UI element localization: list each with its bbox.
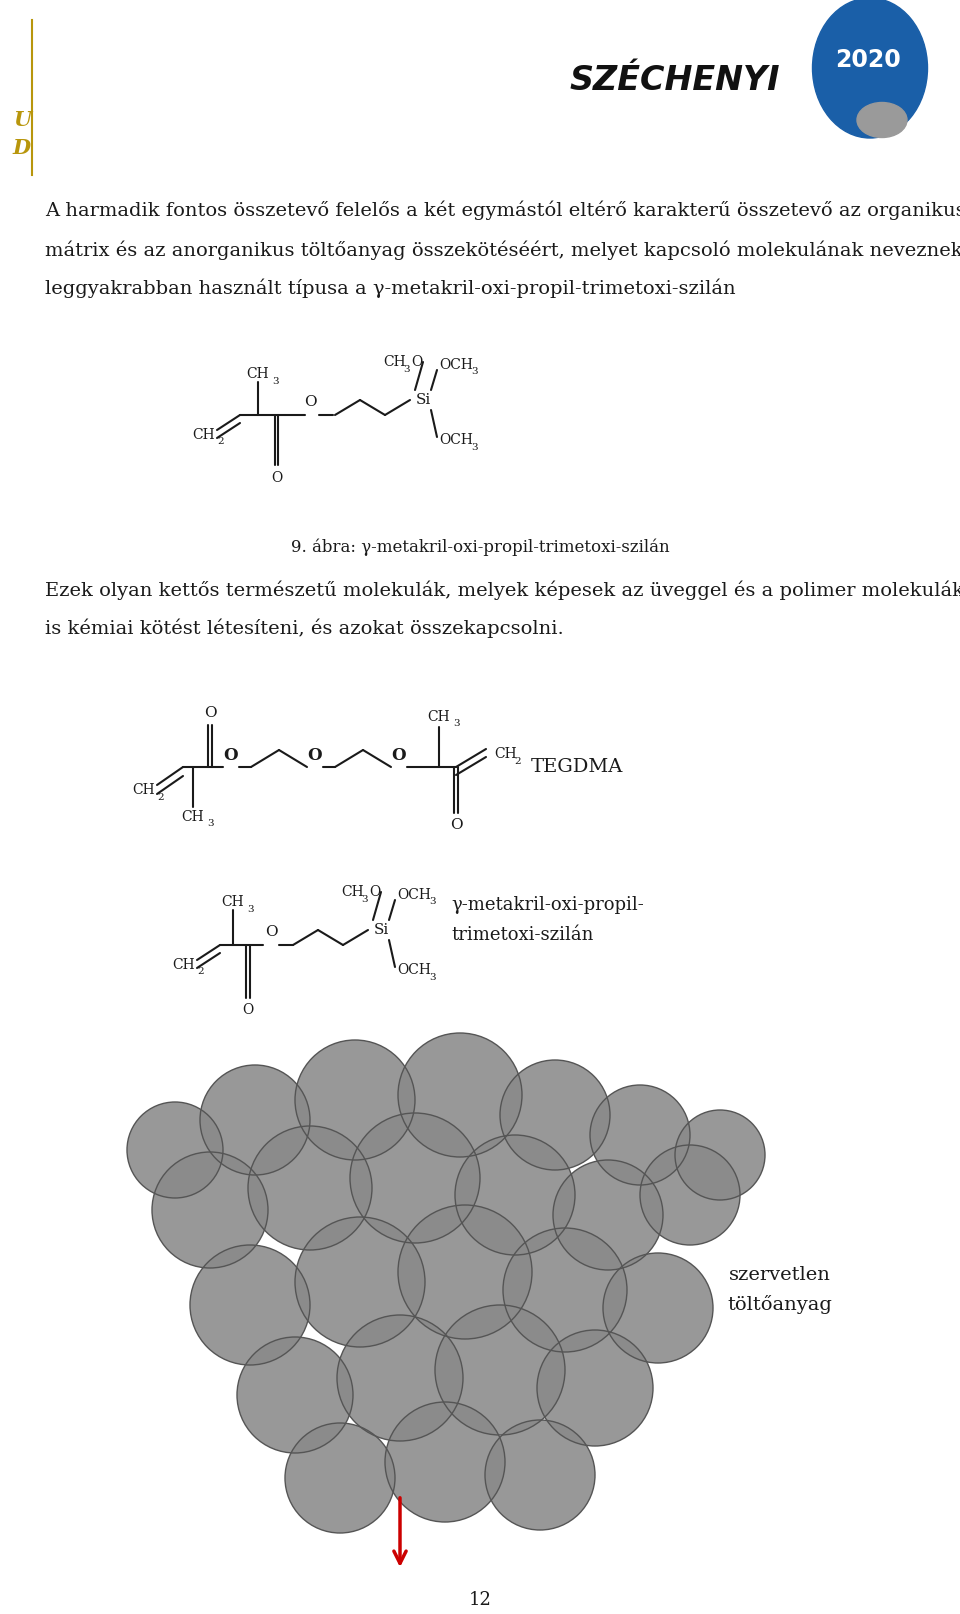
Text: CH: CH <box>222 896 244 909</box>
Text: 3: 3 <box>471 368 478 376</box>
Text: 3: 3 <box>272 376 278 386</box>
Text: 2: 2 <box>157 792 163 802</box>
Circle shape <box>435 1306 565 1435</box>
Text: Ezek olyan kettős természetű molekulák, melyek képesek az üveggel és a polimer m: Ezek olyan kettős természetű molekulák, … <box>45 579 960 599</box>
Circle shape <box>285 1424 395 1533</box>
Circle shape <box>553 1160 663 1270</box>
Circle shape <box>590 1085 690 1185</box>
Text: CH: CH <box>247 366 270 381</box>
Ellipse shape <box>812 0 927 139</box>
Text: 2: 2 <box>217 437 224 447</box>
Circle shape <box>537 1330 653 1446</box>
Circle shape <box>485 1420 595 1530</box>
Text: D: D <box>12 139 31 158</box>
Circle shape <box>295 1039 415 1160</box>
Circle shape <box>640 1144 740 1244</box>
Text: CH: CH <box>181 810 204 825</box>
Text: O: O <box>392 747 406 763</box>
Text: Si: Si <box>373 923 389 938</box>
Text: O: O <box>224 747 238 763</box>
Text: is kémiai kötést létesíteni, és azokat összekapcsolni.: is kémiai kötést létesíteni, és azokat ö… <box>45 618 564 638</box>
Text: CH: CH <box>341 884 364 899</box>
Text: O: O <box>308 747 323 763</box>
Text: CH: CH <box>383 355 406 370</box>
Text: O: O <box>449 818 463 831</box>
Text: 3: 3 <box>361 894 368 904</box>
Text: 2: 2 <box>197 967 204 976</box>
Text: mátrix és az anorganikus töltőanyag összekötéséért, melyet kapcsoló molekulának : mátrix és az anorganikus töltőanyag össz… <box>45 240 960 260</box>
Circle shape <box>675 1110 765 1199</box>
Circle shape <box>248 1127 372 1249</box>
Circle shape <box>237 1336 353 1453</box>
Text: O: O <box>303 395 316 408</box>
Circle shape <box>350 1114 480 1243</box>
Text: O: O <box>265 925 277 939</box>
Text: γ-metakril-oxi-propil-
trimetoxi-szilán: γ-metakril-oxi-propil- trimetoxi-szilán <box>451 896 644 944</box>
Text: U: U <box>12 110 31 131</box>
Text: O: O <box>242 1002 253 1017</box>
Text: leggyakrabban használt típusa a γ-metakril-oxi-propil-trimetoxi-szilán: leggyakrabban használt típusa a γ-metakr… <box>45 278 735 297</box>
Circle shape <box>398 1033 522 1157</box>
Text: 3: 3 <box>453 720 460 728</box>
Circle shape <box>152 1152 268 1269</box>
Ellipse shape <box>857 103 907 137</box>
Circle shape <box>503 1228 627 1353</box>
Circle shape <box>295 1217 425 1348</box>
Text: CH: CH <box>192 428 215 442</box>
Circle shape <box>337 1315 463 1441</box>
Text: OCH: OCH <box>397 888 431 902</box>
Circle shape <box>200 1065 310 1175</box>
Circle shape <box>190 1244 310 1365</box>
Circle shape <box>127 1102 223 1198</box>
Circle shape <box>455 1135 575 1256</box>
Text: CH: CH <box>132 783 155 797</box>
Circle shape <box>603 1252 713 1362</box>
Text: 3: 3 <box>471 442 478 452</box>
Text: 9. ábra: γ-metakril-oxi-propil-trimetoxi-szilán: 9. ábra: γ-metakril-oxi-propil-trimetoxi… <box>291 537 669 555</box>
Circle shape <box>398 1206 532 1340</box>
Text: SZÉCHENYI: SZÉCHENYI <box>570 63 780 97</box>
Text: szervetlen
töltőanyag: szervetlen töltőanyag <box>728 1265 832 1314</box>
Text: OCH: OCH <box>439 358 473 371</box>
Text: CH: CH <box>173 959 195 972</box>
Text: O: O <box>204 705 216 720</box>
Text: 2: 2 <box>514 757 520 765</box>
Text: Si: Si <box>416 392 431 407</box>
Text: CH: CH <box>428 710 450 725</box>
Text: CH: CH <box>494 747 516 760</box>
Text: 3: 3 <box>207 820 214 828</box>
Text: 2020: 2020 <box>835 48 900 73</box>
Text: TEGDMA: TEGDMA <box>531 759 623 776</box>
Text: OCH: OCH <box>397 964 431 976</box>
Circle shape <box>385 1403 505 1522</box>
Text: O: O <box>272 471 282 484</box>
Text: OCH: OCH <box>439 433 473 447</box>
Text: 3: 3 <box>429 897 436 907</box>
Text: 3: 3 <box>247 904 253 914</box>
Circle shape <box>500 1060 610 1170</box>
Text: 3: 3 <box>429 973 436 981</box>
Text: 3: 3 <box>403 365 410 373</box>
Text: O: O <box>369 884 380 899</box>
Text: O: O <box>411 355 422 370</box>
Text: A harmadik fontos összetevő felelős a két egymástól eltérő karakterű összetevő a: A harmadik fontos összetevő felelős a ké… <box>45 200 960 220</box>
Text: 12: 12 <box>468 1591 492 1609</box>
